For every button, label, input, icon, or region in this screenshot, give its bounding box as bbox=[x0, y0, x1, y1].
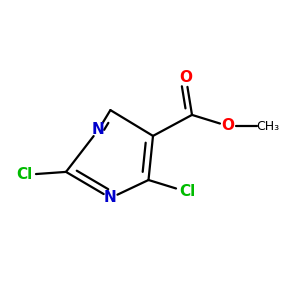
Text: N: N bbox=[92, 122, 105, 137]
Text: O: O bbox=[179, 70, 193, 86]
Text: Cl: Cl bbox=[16, 167, 32, 182]
Text: Cl: Cl bbox=[179, 184, 196, 200]
Text: CH₃: CH₃ bbox=[256, 119, 280, 133]
Text: O: O bbox=[221, 118, 235, 134]
Text: N: N bbox=[104, 190, 117, 206]
